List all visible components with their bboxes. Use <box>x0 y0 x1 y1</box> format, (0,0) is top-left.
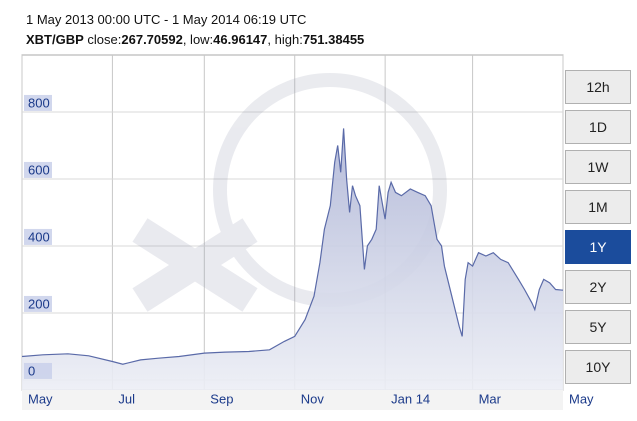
range-button[interactable]: 5Y <box>565 310 631 344</box>
range-button[interactable]: 10Y <box>565 350 631 384</box>
x-tick-label: Mar <box>479 391 502 406</box>
x-tick-label: Jul <box>118 391 135 406</box>
quote-summary: XBT/GBP close:267.70592, low:46.96147, h… <box>26 32 364 47</box>
y-tick-box <box>24 228 52 245</box>
range-button[interactable]: 12h <box>565 70 631 104</box>
x-tick-label: Jan 14 <box>391 391 430 406</box>
range-button[interactable]: 1M <box>565 190 631 224</box>
area-fill <box>22 128 563 390</box>
range-button[interactable]: 1Y <box>565 230 631 264</box>
range-button[interactable]: 1D <box>565 110 631 144</box>
y-tick-box <box>24 295 52 312</box>
quote-label: close: <box>83 32 122 47</box>
quote-value: 267.70592 <box>121 32 183 47</box>
quote-value: 751.38455 <box>302 32 365 47</box>
x-tick-label: Sep <box>210 391 233 406</box>
y-tick-box <box>24 362 52 379</box>
price-line <box>21 128 564 365</box>
quote-value: XBT/GBP <box>26 32 84 47</box>
y-tick-box <box>24 161 52 178</box>
quote-label: , high: <box>267 32 303 47</box>
quote-label: , low: <box>182 32 214 47</box>
x-tick-label: Nov <box>301 391 325 406</box>
y-tick-label: 200 <box>28 296 50 311</box>
range-button[interactable]: 1W <box>565 150 631 184</box>
y-tick-box <box>24 94 52 111</box>
y-tick-label: 800 <box>28 95 50 110</box>
y-tick-label: 400 <box>28 229 50 244</box>
range-button[interactable]: 2Y <box>565 270 631 304</box>
x-axis-strip <box>22 390 563 410</box>
date-range: 1 May 2013 00:00 UTC - 1 May 2014 06:19 … <box>26 12 307 27</box>
x-tick-label: May <box>569 391 594 406</box>
y-tick-label: 0 <box>28 363 35 378</box>
x-tick-label: May <box>28 391 53 406</box>
quote-value: 46.96147 <box>213 32 268 47</box>
y-tick-label: 600 <box>28 162 50 177</box>
